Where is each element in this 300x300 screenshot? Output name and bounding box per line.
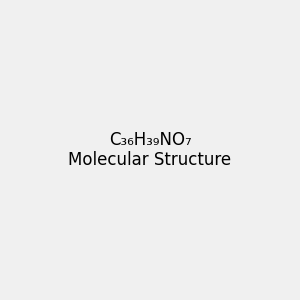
Text: C₃₆H₃₉NO₇
Molecular Structure: C₃₆H₃₉NO₇ Molecular Structure (68, 130, 232, 170)
